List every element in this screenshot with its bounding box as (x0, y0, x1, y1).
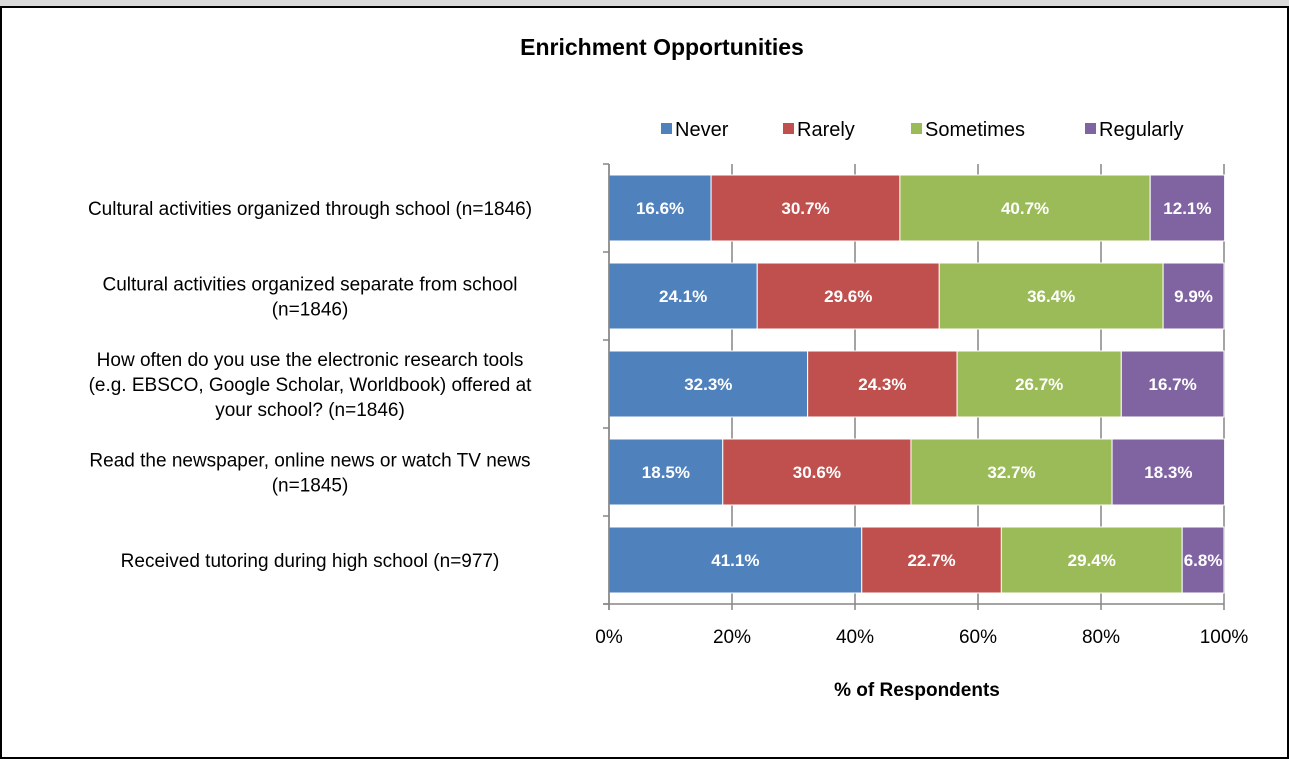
bar-segment-regularly (1111, 438, 1226, 506)
bar-segment-rarely (722, 438, 912, 506)
x-tick-label: 80% (1082, 627, 1120, 648)
data-label: 32.3% (684, 375, 732, 394)
data-label: 18.3% (1144, 463, 1192, 482)
x-tick-label: 100% (1200, 627, 1249, 648)
tick-labels: 0% 20% 40% 60% 80% 100% (595, 627, 1248, 648)
category-label: Received tutoring during high school (n=… (121, 551, 500, 572)
legend-swatch-regularly (1085, 123, 1096, 134)
data-label: 40.7% (1001, 199, 1049, 218)
bar-segment-regularly (1162, 262, 1225, 330)
legend-label-never: Never (675, 119, 729, 141)
bar-segment-never (608, 526, 863, 594)
data-label: 9.9% (1174, 287, 1213, 306)
data-label: 29.4% (1068, 551, 1116, 570)
legend-swatch-sometimes (911, 123, 922, 134)
bar-segment-sometimes (938, 262, 1164, 330)
bar-segment-sometimes (1000, 526, 1183, 594)
data-label: 18.5% (642, 463, 690, 482)
x-tick-label: 40% (836, 627, 874, 648)
x-tick-label: 0% (595, 627, 623, 648)
data-label: 12.1% (1163, 199, 1211, 218)
bar-segment-sometimes (956, 350, 1122, 418)
data-label: 16.7% (1149, 375, 1197, 394)
chart-title: Enrichment Opportunities (520, 34, 804, 60)
x-tick-label: 60% (959, 627, 997, 648)
data-label: 36.4% (1027, 287, 1075, 306)
bar-segment-rarely (861, 526, 1002, 594)
bar-segment-never (608, 350, 809, 418)
category-label: Cultural activities organized through sc… (88, 199, 532, 220)
bar-segment-never (608, 262, 758, 330)
data-label: 32.7% (987, 463, 1035, 482)
legend-swatch-rarely (783, 123, 794, 134)
axes (603, 163, 1225, 610)
x-tick-label: 20% (713, 627, 751, 648)
data-label: 16.6% (636, 199, 684, 218)
bar-segment-rarely (756, 262, 940, 330)
x-axis-label: % of Respondents (834, 680, 1000, 701)
bar-segment-regularly (1149, 174, 1226, 242)
data-label: 41.1% (711, 551, 759, 570)
data-label: 22.7% (907, 551, 955, 570)
data-label: 24.3% (858, 375, 906, 394)
bar-segment-sometimes (910, 438, 1113, 506)
data-label: 30.7% (781, 199, 829, 218)
data-label: 26.7% (1015, 375, 1063, 394)
legend: Never Rarely Sometimes Regularly (661, 119, 1183, 141)
bar-segment-rarely (807, 350, 958, 418)
legend-label-regularly: Regularly (1099, 119, 1183, 141)
bar-segment-never (608, 438, 724, 506)
top-band (0, 0, 1289, 8)
legend-label-sometimes: Sometimes (925, 119, 1025, 141)
category-label: Cultural activities organized separate f… (102, 275, 517, 321)
legend-label-rarely: Rarely (797, 119, 855, 141)
bar-segment-rarely (710, 174, 901, 242)
data-label: 6.8% (1184, 551, 1223, 570)
legend-swatch-never (661, 123, 672, 134)
category-labels: Cultural activities organized through sc… (88, 199, 532, 572)
bars: 16.6% 30.7% 40.7% 12.1% 24.1% 29.6% 36.4% 9.9% 3… (608, 174, 1226, 594)
data-label: 24.1% (659, 287, 707, 306)
category-label: How often do you use the electronic rese… (89, 350, 533, 421)
data-label: 29.6% (824, 287, 872, 306)
data-label: 30.6% (793, 463, 841, 482)
category-label: Read the newspaper, online news or watch… (89, 451, 530, 497)
bar-segment-regularly (1120, 350, 1225, 418)
bar-segment-sometimes (899, 174, 1151, 242)
bar-segment-regularly (1181, 526, 1225, 594)
